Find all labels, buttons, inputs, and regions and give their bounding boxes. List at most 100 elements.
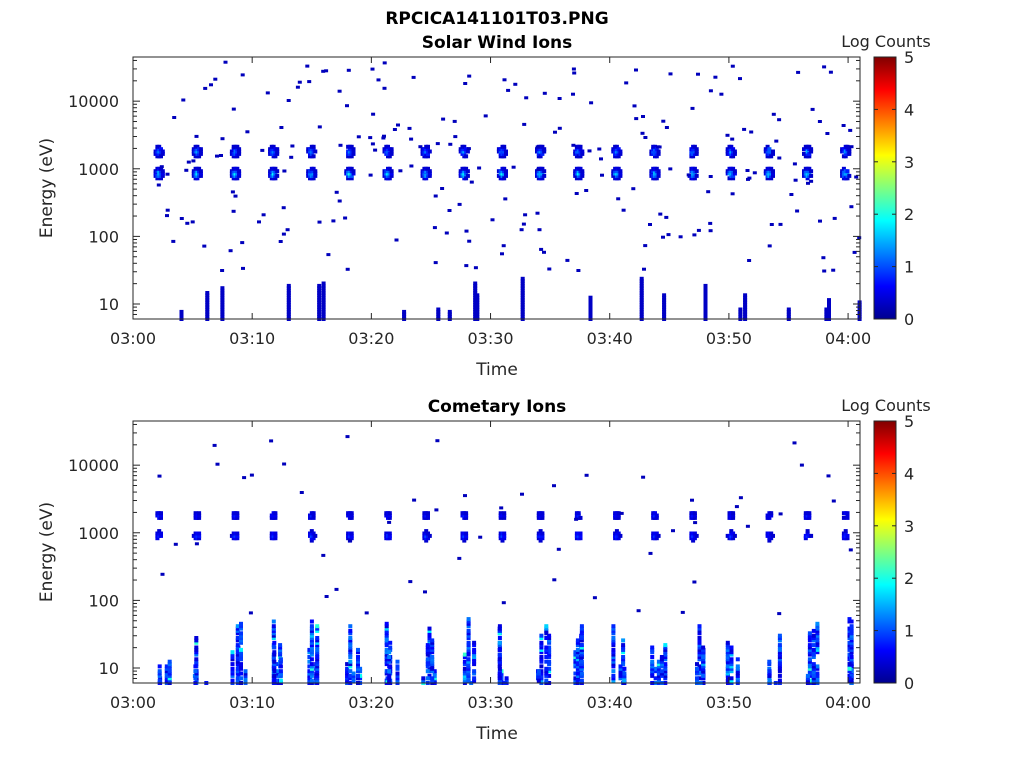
spectrogram-cell: [542, 173, 547, 178]
spectrogram-cell: [701, 662, 706, 667]
spectrogram-cell: [315, 655, 320, 659]
spectrogram-cell: [663, 650, 668, 655]
spectrogram-cell: [811, 638, 816, 643]
spectrogram-cell: [636, 609, 641, 613]
spectrogram-cell: [427, 638, 432, 643]
spectrogram-cell: [691, 154, 696, 159]
spectrogram-cell: [611, 638, 616, 643]
spectrogram-cell: [387, 154, 392, 159]
spectrogram-cell: [356, 666, 360, 671]
spectrogram-cell: [745, 169, 750, 172]
spectrogram-cell: [172, 116, 177, 119]
spectrogram-cell: [387, 676, 392, 681]
spectrogram-cell: [260, 148, 265, 152]
spectrogram-cell: [309, 626, 314, 631]
spectrogram-cell: [348, 676, 353, 681]
spectrogram-cell: [725, 678, 730, 683]
spectrogram-cell: [695, 669, 699, 674]
spectrogram-cell: [815, 631, 820, 636]
axis-ticks-cometary: 03:00 03:10 03:20 03:30 03:40 03:50 04:0010100…: [68, 421, 871, 712]
spectrogram-cell: [462, 678, 467, 683]
spectrogram-cell: [807, 633, 812, 638]
spectrogram-cell: [190, 220, 195, 224]
spectrogram-cell: [473, 295, 478, 300]
spectrogram-cell: [409, 137, 414, 141]
spectrogram-cell: [771, 169, 775, 174]
plot-frame-solar-wind: [132, 56, 861, 320]
spectrogram-cell: [159, 154, 163, 159]
spectrogram-cell: [504, 169, 508, 174]
spectrogram-cell: [315, 676, 320, 681]
spectrogram-cell: [498, 515, 503, 520]
spectrogram-cell: [767, 678, 772, 683]
spectrogram-cell: [663, 657, 668, 662]
spectrogram-cell: [356, 664, 360, 669]
spectrogram-cell: [164, 666, 169, 671]
spectrogram-cell: [847, 617, 852, 622]
spectrogram-cell: [472, 647, 477, 652]
spectrogram-cell: [811, 643, 816, 648]
spectrogram-cell: [849, 659, 854, 664]
spectrogram-cell: [580, 151, 585, 156]
spectrogram-cell: [381, 136, 386, 140]
spectrogram-cell: [765, 513, 770, 518]
spectrogram-cell: [321, 300, 326, 305]
spectrogram-cell: [519, 228, 524, 232]
spectrogram-cell: [729, 664, 734, 669]
y-tick-label: 100: [88, 227, 119, 246]
spectrogram-cell: [847, 676, 852, 681]
spectrogram-cell: [424, 538, 429, 543]
spectrogram-cell: [621, 638, 626, 643]
spectrogram-cell: [351, 169, 356, 174]
spectrogram-cell: [239, 621, 243, 626]
spectrogram-cell: [639, 305, 644, 310]
spectrogram-cell: [466, 631, 471, 636]
y-tick-label: 10: [99, 295, 119, 314]
colorbar-tick-label: 0: [904, 310, 914, 329]
spectrogram-cell: [159, 533, 163, 538]
spectrogram-cell: [220, 288, 225, 293]
spectrogram-cell: [611, 662, 616, 667]
spectrogram-cell: [809, 533, 814, 538]
spectrogram-cell: [228, 249, 233, 253]
spectrogram-cell: [857, 236, 862, 240]
spectrogram-cell: [464, 531, 469, 536]
spectrogram-cell: [538, 529, 543, 534]
spectrogram-cell: [654, 531, 659, 536]
spectrogram-cell: [579, 655, 584, 659]
spectrogram-cell: [466, 645, 471, 650]
spectrogram-cell: [286, 314, 291, 319]
spectrogram-cell: [452, 119, 457, 123]
spectrogram-cell: [502, 513, 507, 518]
spectrogram-cell: [311, 536, 316, 541]
x-tick-label: 03:00: [110, 693, 156, 712]
spectrogram-cell: [811, 650, 816, 655]
spectrogram-cell: [275, 173, 280, 178]
spectrogram-cell: [239, 662, 243, 667]
spectrogram-cell: [769, 536, 774, 541]
x-axis-label-solar-wind: Time: [475, 360, 518, 380]
spectrogram-cell: [356, 657, 360, 662]
spectrogram-cell: [520, 291, 525, 295]
spectrogram-cell: [502, 144, 507, 149]
spectrogram-cell: [307, 664, 312, 669]
spectrogram-cell: [167, 676, 172, 681]
spectrogram-cell: [692, 511, 697, 516]
spectrogram-cell: [848, 548, 853, 552]
spectrogram-cell: [731, 513, 736, 518]
spectrogram-cell: [219, 154, 223, 157]
spectrogram-cell: [230, 666, 235, 671]
spectrogram-cell: [639, 302, 644, 307]
spectrogram-cell: [469, 180, 474, 184]
spectrogram-cell: [622, 676, 627, 681]
spectrogram-cell: [368, 173, 373, 177]
spectrogram-cell: [579, 671, 584, 676]
spectrogram-cell: [193, 676, 198, 681]
spectrogram-cell: [547, 662, 552, 667]
spectrogram-cell: [807, 638, 812, 643]
spectrogram-cell: [592, 596, 597, 600]
spectrogram-cell: [422, 171, 427, 176]
spectrogram-cell: [639, 307, 644, 312]
figure-title: RPCICA141101T03.PNG: [385, 9, 608, 29]
spectrogram-cell: [315, 662, 320, 667]
